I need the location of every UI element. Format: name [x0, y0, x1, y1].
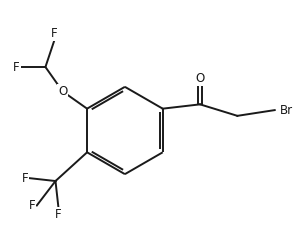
Text: O: O	[58, 85, 67, 98]
Text: F: F	[55, 208, 62, 221]
Text: F: F	[22, 172, 28, 185]
Text: O: O	[195, 72, 205, 85]
Text: Br: Br	[280, 104, 293, 117]
Text: F: F	[13, 60, 20, 74]
Text: F: F	[51, 27, 57, 40]
Text: F: F	[29, 199, 36, 212]
